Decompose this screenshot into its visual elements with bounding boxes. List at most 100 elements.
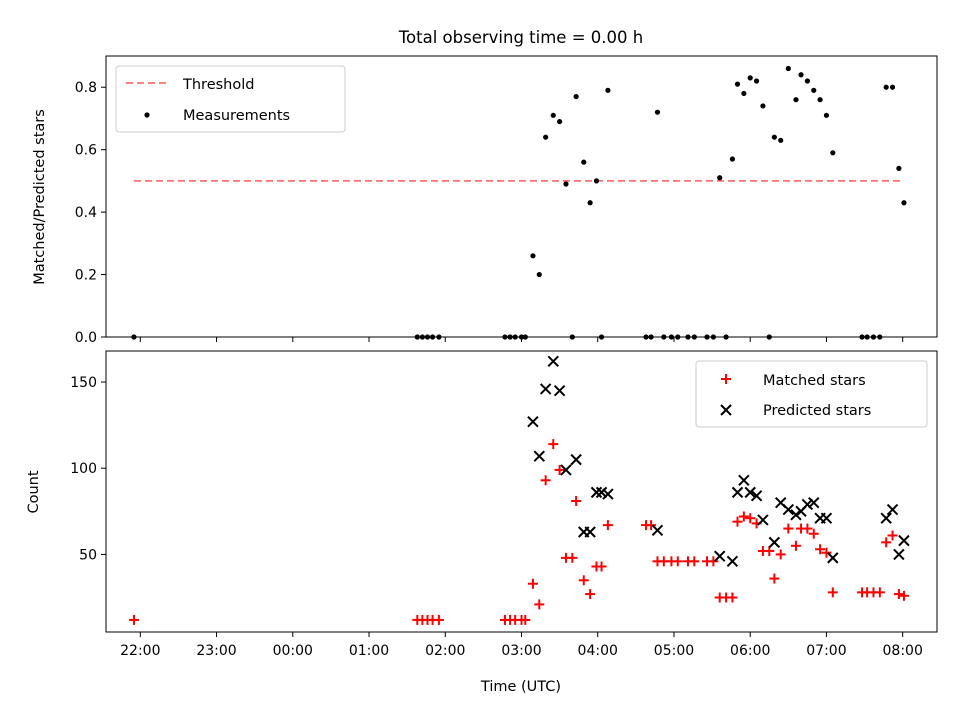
predicted-star-point [547,355,559,368]
predicted-star-point [651,524,664,536]
measurement-point [778,137,784,143]
measurement-point [741,90,747,97]
matched-star-point [689,556,700,567]
bottom-y-axis: 50 100 150 [70,375,106,563]
predicted-star-point [726,555,739,568]
bottom-x-axis: 22:00 23:00 00:00 01:00 02:00 03:00 04:00 05:00… [120,632,923,659]
x-tick-label: 08:00 [883,643,923,659]
x-tick-label: 07:00 [806,643,846,659]
legend-matched-swatch [721,374,731,384]
matched-star-point [554,464,565,475]
predicted-star-point [808,496,820,509]
x-axis-label: Time (UTC) [480,679,561,695]
measurement-point [557,118,563,125]
predicted-star-point [768,536,781,549]
matched-star-point [646,520,657,531]
matched-star-point [783,523,794,534]
matched-star-point [672,556,683,567]
matched-star-point [548,439,559,450]
measurement-point [563,181,569,187]
matched-star-point [808,528,819,539]
predicted-star-point [527,415,539,428]
predicted-star-point [553,384,566,397]
matched-star-point [802,523,813,534]
top-legend: Threshold Measurements [115,65,346,133]
predicted-star-point [584,526,596,538]
bottom-y-tick-label: 150 [70,375,97,391]
matched-star-point [887,530,898,541]
measurement-point [793,97,799,103]
measurement-point [901,200,907,206]
measurement-point [587,200,593,206]
predicted-star-point [560,464,572,476]
matched-star-point [764,545,775,556]
matched-star-point [874,587,885,598]
predicted-stars-series [527,355,910,568]
bottom-legend-box [695,360,928,428]
x-tick-label: 23:00 [196,643,236,659]
bottom-axes-frame [105,350,938,633]
bottom-panel: 50 100 150 22:00 23:00 00:00 01:00 02:00 03:00 0… [26,350,938,695]
measurement-point [573,93,579,100]
predicted-star-point [782,503,795,516]
bottom-y-tick-label: 100 [70,461,97,477]
measurement-point [747,75,753,81]
predicted-star-point [790,509,802,521]
x-tick-label: 00:00 [273,643,313,659]
matched-star-point [534,599,545,610]
measurement-point [811,87,817,93]
matched-star-point [769,573,780,584]
predicted-star-point [570,453,582,466]
top-y-tick-label: 0.0 [75,330,97,346]
measurement-point [798,72,804,78]
legend-measurements-label: Measurements [183,108,290,124]
matched-star-point [745,513,756,524]
matched-star-point [596,561,607,572]
matched-stars-series [128,439,909,625]
top-legend-box [115,65,346,133]
x-tick-label: 03:00 [501,643,541,659]
matched-star-point [433,614,444,625]
legend-matched-label: Matched stars [763,373,866,389]
matched-star-point [708,556,719,567]
predicted-star-point [886,503,899,516]
matched-star-point [602,520,613,531]
bottom-y-axis-label: Count [26,470,42,513]
measurement-point [729,156,736,162]
measurement-point [753,78,760,84]
predicted-star-point [744,486,756,499]
bottom-y-tick-label: 50 [79,547,97,563]
matched-star-point [520,614,531,625]
measurement-point [823,112,830,118]
x-tick-label: 06:00 [730,643,770,659]
matched-star-point [567,552,578,563]
measurement-point [760,103,766,109]
matched-star-point [540,475,551,486]
top-y-axis: 0.0 0.2 0.4 0.6 0.8 [75,80,106,346]
matched-star-point [881,537,892,548]
matched-star-point [732,516,743,527]
predicted-star-point [533,450,545,462]
predicted-star-point [880,512,892,524]
predicted-star-point [750,490,763,502]
measurement-point [817,97,823,103]
measurement-point [785,65,791,72]
top-y-tick-label: 0.4 [75,205,97,221]
x-tick-label: 04:00 [578,643,618,659]
top-y-tick-label: 0.2 [75,268,97,284]
predicted-star-point [738,474,750,487]
predicted-star-point [602,488,614,500]
measurement-point [771,134,777,140]
matched-star-point [821,547,832,558]
measurement-point [896,165,902,171]
matched-star-point [898,590,909,601]
matched-star-point [815,544,826,555]
x-tick-label: 05:00 [654,643,694,659]
predicted-star-point [827,552,839,564]
measurement-point [883,84,889,90]
x-tick-label: 02:00 [425,643,465,659]
matched-star-point [738,511,749,522]
matched-star-point [893,589,904,600]
measurement-point [804,78,810,84]
